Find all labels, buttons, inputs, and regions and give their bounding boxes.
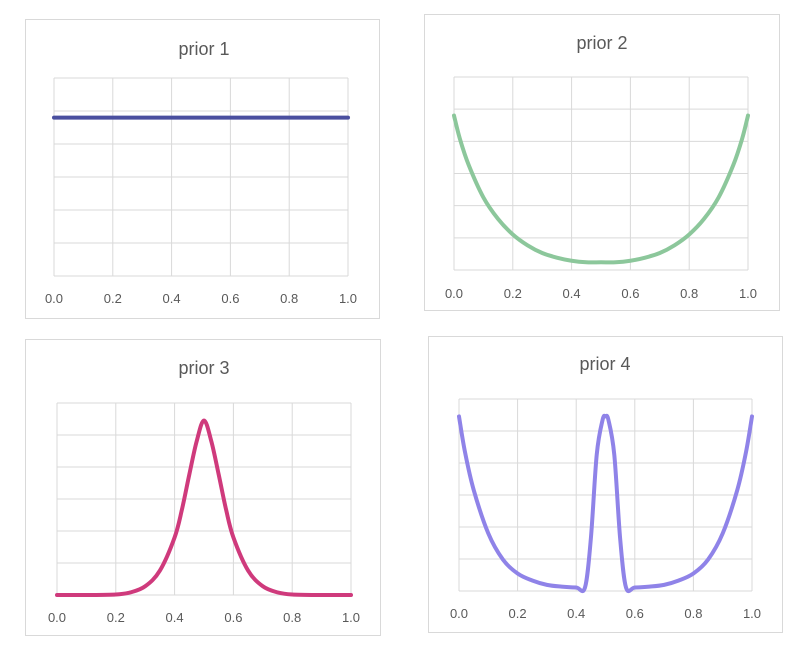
series-line	[55, 418, 353, 598]
x-tick-label: 0.8	[283, 610, 301, 625]
chart-svg-prior-2: prior 2 0.0 0.2 0.4 0.6 0.8 1.0	[445, 33, 757, 301]
x-tick-label: 0.6	[221, 291, 239, 306]
x-tick-label: 0.6	[621, 286, 639, 301]
chart-panel-prior-3: prior 3 0.0 0.2 0.4 0.6 0.8 1.0	[25, 339, 381, 636]
x-tick-label: 0.4	[166, 610, 184, 625]
chart-svg-prior-1: prior 1 0.0 0.2 0.4 0.6 0.8 1.0	[45, 39, 357, 306]
chart-svg-prior-3: prior 3 0.0 0.2 0.4 0.6 0.8 1.0	[48, 358, 360, 625]
chart-title: prior 2	[576, 33, 627, 53]
x-tick-label: 0.4	[563, 286, 581, 301]
x-tick-label: 0.2	[504, 286, 522, 301]
x-tick-label: 0.4	[163, 291, 181, 306]
x-tick-label: 0.8	[280, 291, 298, 306]
x-tick-label: 1.0	[739, 286, 757, 301]
x-tick-label: 1.0	[743, 606, 761, 621]
x-tick-label: 0.2	[107, 610, 125, 625]
series-line	[457, 413, 754, 594]
chart-panel-prior-2: prior 2 0.0 0.2 0.4 0.6 0.8 1.0	[424, 14, 780, 311]
chart-panel-prior-1: prior 1 0.0 0.2 0.4 0.6 0.8 1.0	[25, 19, 380, 319]
x-tick-label: 0.8	[684, 606, 702, 621]
x-tick-label: 0.0	[45, 291, 63, 306]
x-tick-label: 0.4	[567, 606, 585, 621]
x-tick-label: 0.0	[445, 286, 463, 301]
chart-title: prior 1	[178, 39, 229, 59]
chart-panel-prior-4: prior 4 0.0 0.2 0.4 0.6 0.8 1.0	[428, 336, 783, 633]
x-tick-label: 1.0	[339, 291, 357, 306]
x-tick-label: 0.6	[626, 606, 644, 621]
x-tick-label: 0.0	[48, 610, 66, 625]
x-tick-label: 0.0	[450, 606, 468, 621]
chart-title: prior 3	[178, 358, 229, 378]
series-line	[452, 113, 750, 265]
x-tick-label: 0.8	[680, 286, 698, 301]
x-tick-label: 0.6	[224, 610, 242, 625]
chart-title: prior 4	[579, 354, 630, 374]
x-tick-label: 0.2	[509, 606, 527, 621]
x-tick-label: 1.0	[342, 610, 360, 625]
x-tick-label: 0.2	[104, 291, 122, 306]
chart-svg-prior-4: prior 4 0.0 0.2 0.4 0.6 0.8 1.0	[450, 354, 761, 621]
